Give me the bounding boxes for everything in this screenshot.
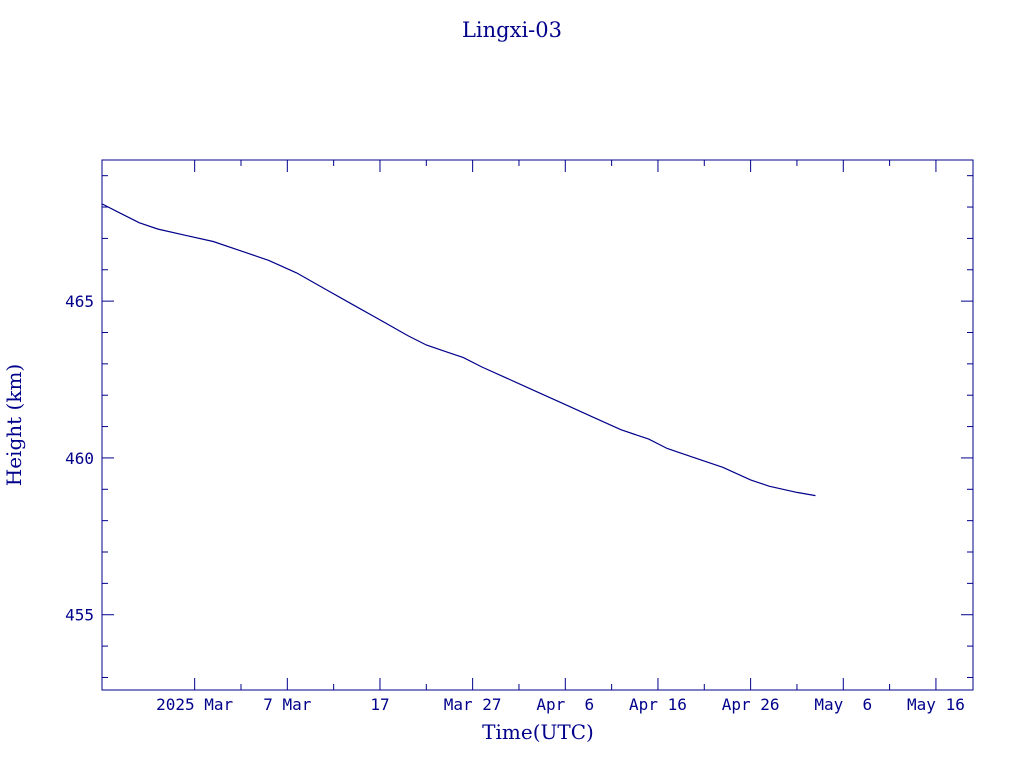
x-tick-label: 2025 Mar — [156, 695, 233, 714]
y-axis-label: Height (km) — [2, 364, 26, 486]
y-tick-label: 455 — [65, 606, 94, 625]
x-tick-label: 17 — [370, 695, 389, 714]
axis-ticks — [102, 160, 973, 690]
plot-frame — [101, 159, 974, 691]
y-tick-label: 460 — [65, 449, 94, 468]
x-tick-label: Mar 27 — [444, 695, 502, 714]
series-layer — [101, 203, 816, 497]
x-tick-label: May 6 — [814, 695, 872, 714]
x-tick-label: Apr 6 — [536, 695, 594, 714]
x-tick-label: Apr 16 — [629, 695, 687, 714]
series-line — [101, 203, 816, 497]
x-tick-label: May 16 — [907, 695, 965, 714]
y-tick-label: 465 — [65, 292, 94, 311]
axis-tick-labels: 2025 Mar 7 Mar 17 Mar 27 Apr 6 Apr 16 Apr 26 Ma… — [65, 292, 965, 714]
chart-title: Lingxi-03 — [462, 18, 562, 42]
x-axis-label: Time(UTC) — [482, 720, 594, 744]
x-tick-label: Apr 26 — [722, 695, 780, 714]
x-tick-label: 7 Mar — [263, 695, 312, 714]
